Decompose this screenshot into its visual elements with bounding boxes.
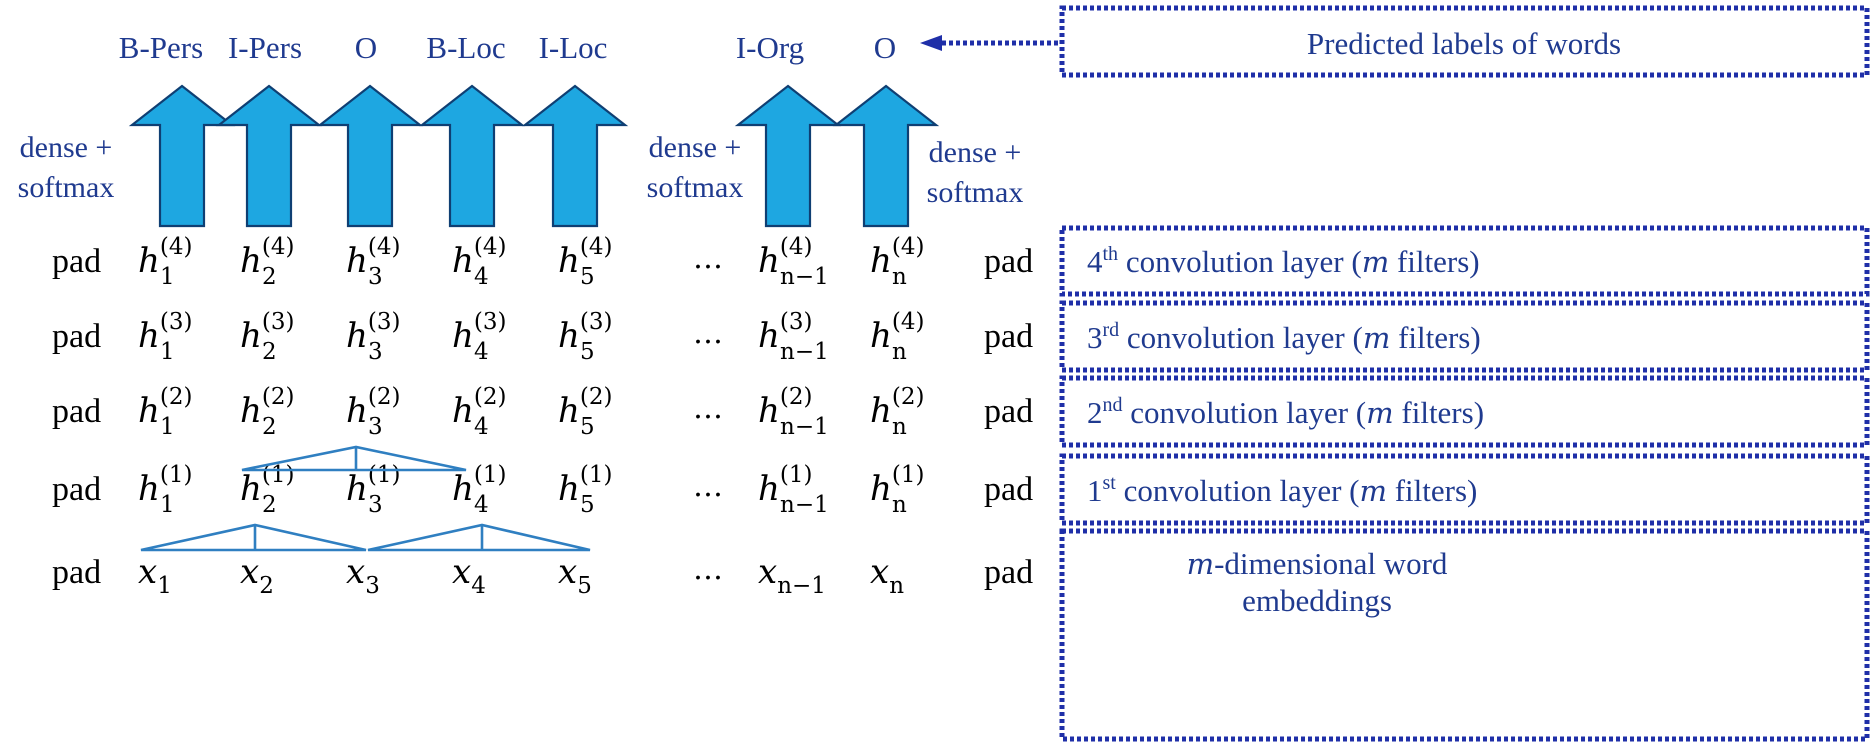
h4-symbol-2: h(4) 2 xyxy=(240,234,295,290)
h2-symbol-1: h(2) 1 xyxy=(138,384,193,440)
h1-symbol-1: h(1) 1 xyxy=(138,462,193,518)
label-o-1: O xyxy=(355,30,377,65)
softmax-label-left: softmax xyxy=(18,171,115,204)
h1-symbol-3: h(1) 3 xyxy=(346,462,401,518)
h2-symbol-5: h(2) 5 xyxy=(558,384,613,440)
up-arrow-3 xyxy=(316,84,424,228)
h3-symbol-7: h(4) n xyxy=(870,309,925,365)
pad-right-h2: pad xyxy=(984,393,1033,430)
h4-symbol-3: h(4) 3 xyxy=(346,234,401,290)
dense-label-right: dense + xyxy=(929,136,1022,169)
pointer-arrow xyxy=(920,35,1058,51)
up-arrow-6 xyxy=(734,84,842,228)
box-conv2 xyxy=(1059,375,1870,448)
h3-symbol-6: h(3) n−1 xyxy=(758,309,829,365)
x-symbol-2: x2 xyxy=(240,552,274,599)
softmax-label-right: softmax xyxy=(927,176,1024,209)
h2-symbol-7: h(2) n xyxy=(870,384,925,440)
box-conv4 xyxy=(1059,225,1870,297)
h4-symbol-4: h(4) 4 xyxy=(452,234,507,290)
h3-symbol-4: h(3) 4 xyxy=(452,309,507,365)
h1-symbol-2: h(1) 2 xyxy=(240,462,295,518)
ellipsis-h1: … xyxy=(693,469,723,504)
receptive-field-layer1-b xyxy=(367,523,591,552)
up-arrow-4 xyxy=(418,84,526,228)
pad-left-h3: pad xyxy=(52,318,101,355)
ellipsis-h3: … xyxy=(693,316,723,351)
legend-boxes: Predicted labels of words 4th convolutio… xyxy=(1059,5,1870,742)
predicted-labels: B-Pers I-Pers O B-Loc I-Loc I-Org O xyxy=(119,30,896,65)
dense-label-mid: dense + xyxy=(649,131,742,164)
receptive-field-layer1-a xyxy=(140,523,367,552)
h1-symbol-6: h(1) n−1 xyxy=(758,462,829,518)
label-i-loc: I-Loc xyxy=(539,30,608,65)
h3-symbol-3: h(3) 3 xyxy=(346,309,401,365)
x-symbol-5: x5 xyxy=(558,552,592,599)
receptive-field-layer2 xyxy=(241,445,467,472)
dense-label-left: dense + xyxy=(20,131,113,164)
pad-right-x: pad xyxy=(984,554,1033,591)
h2-symbol-4: h(2) 4 xyxy=(452,384,507,440)
box-conv3 xyxy=(1059,300,1870,373)
pad-left-h4: pad xyxy=(52,243,101,280)
label-i-pers: I-Pers xyxy=(228,30,302,65)
dense-softmax-labels: dense + softmax dense + softmax dense + … xyxy=(18,131,1024,209)
box-embeddings-line2: embeddings xyxy=(1242,583,1392,618)
box-conv2-text: 2nd convolution layer (m filters) xyxy=(1087,394,1484,430)
box-conv4-text: 4th convolution layer (m filters) xyxy=(1087,243,1480,279)
h4-symbol-6: h(4) n−1 xyxy=(758,234,829,290)
label-b-loc: B-Loc xyxy=(426,30,505,65)
pad-left-x: pad xyxy=(52,554,101,591)
label-o-2: O xyxy=(874,30,896,65)
up-arrow-2 xyxy=(215,84,323,228)
softmax-arrows xyxy=(128,84,940,228)
up-arrow-5 xyxy=(521,84,629,228)
layer-grid: pad pad … h(4) 1 h(4) 2 h(4) 3 h(4) 4 h(4) 5 h(4) n−1 h… xyxy=(52,234,1033,599)
h3-symbol-2: h(3) 2 xyxy=(240,309,295,365)
h1-symbol-5: h(1) 5 xyxy=(558,462,613,518)
pad-left-h1: pad xyxy=(52,471,101,508)
box-conv1-text: 1st convolution layer (m filters) xyxy=(1087,472,1477,508)
box-predicted-labels xyxy=(1059,5,1870,78)
h2-symbol-2: h(2) 2 xyxy=(240,384,295,440)
h1-symbol-7: h(1) n xyxy=(870,462,925,518)
up-arrow-7 xyxy=(832,84,940,228)
x-symbol-6: xn−1 xyxy=(758,552,826,599)
pad-right-h4: pad xyxy=(984,243,1033,280)
h4-symbol-5: h(4) 5 xyxy=(558,234,613,290)
x-symbol-7: xn xyxy=(870,552,904,599)
softmax-label-mid: softmax xyxy=(647,171,744,204)
pad-left-h2: pad xyxy=(52,393,101,430)
x-symbol-1: x1 xyxy=(138,552,172,599)
ellipsis-x: … xyxy=(693,552,723,587)
h3-symbol-1: h(3) 1 xyxy=(138,309,193,365)
h3-symbol-5: h(3) 5 xyxy=(558,309,613,365)
box-embeddings xyxy=(1059,528,1870,742)
label-b-pers: B-Pers xyxy=(119,30,203,65)
h2-symbol-3: h(2) 3 xyxy=(346,384,401,440)
pad-right-h3: pad xyxy=(984,318,1033,355)
ellipsis-h4: … xyxy=(693,241,723,276)
x-symbol-3: x3 xyxy=(346,552,380,599)
h4-symbol-1: h(4) 1 xyxy=(138,234,193,290)
box-embeddings-line1: m-dimensional word xyxy=(1187,546,1448,581)
pad-right-h1: pad xyxy=(984,471,1033,508)
up-arrow-1 xyxy=(128,84,236,228)
x-symbol-4: x4 xyxy=(452,552,486,599)
box-conv3-text: 3rd convolution layer (m filters) xyxy=(1087,319,1481,355)
label-i-org: I-Org xyxy=(736,30,804,65)
h4-symbol-7: h(4) n xyxy=(870,234,925,290)
box-predicted-labels-text: Predicted labels of words xyxy=(1307,26,1621,61)
h1-symbol-4: h(1) 4 xyxy=(452,462,507,518)
receptive-fields xyxy=(140,445,591,552)
box-conv1 xyxy=(1059,453,1870,526)
ellipsis-h2: … xyxy=(693,391,723,426)
h2-symbol-6: h(2) n−1 xyxy=(758,384,829,440)
